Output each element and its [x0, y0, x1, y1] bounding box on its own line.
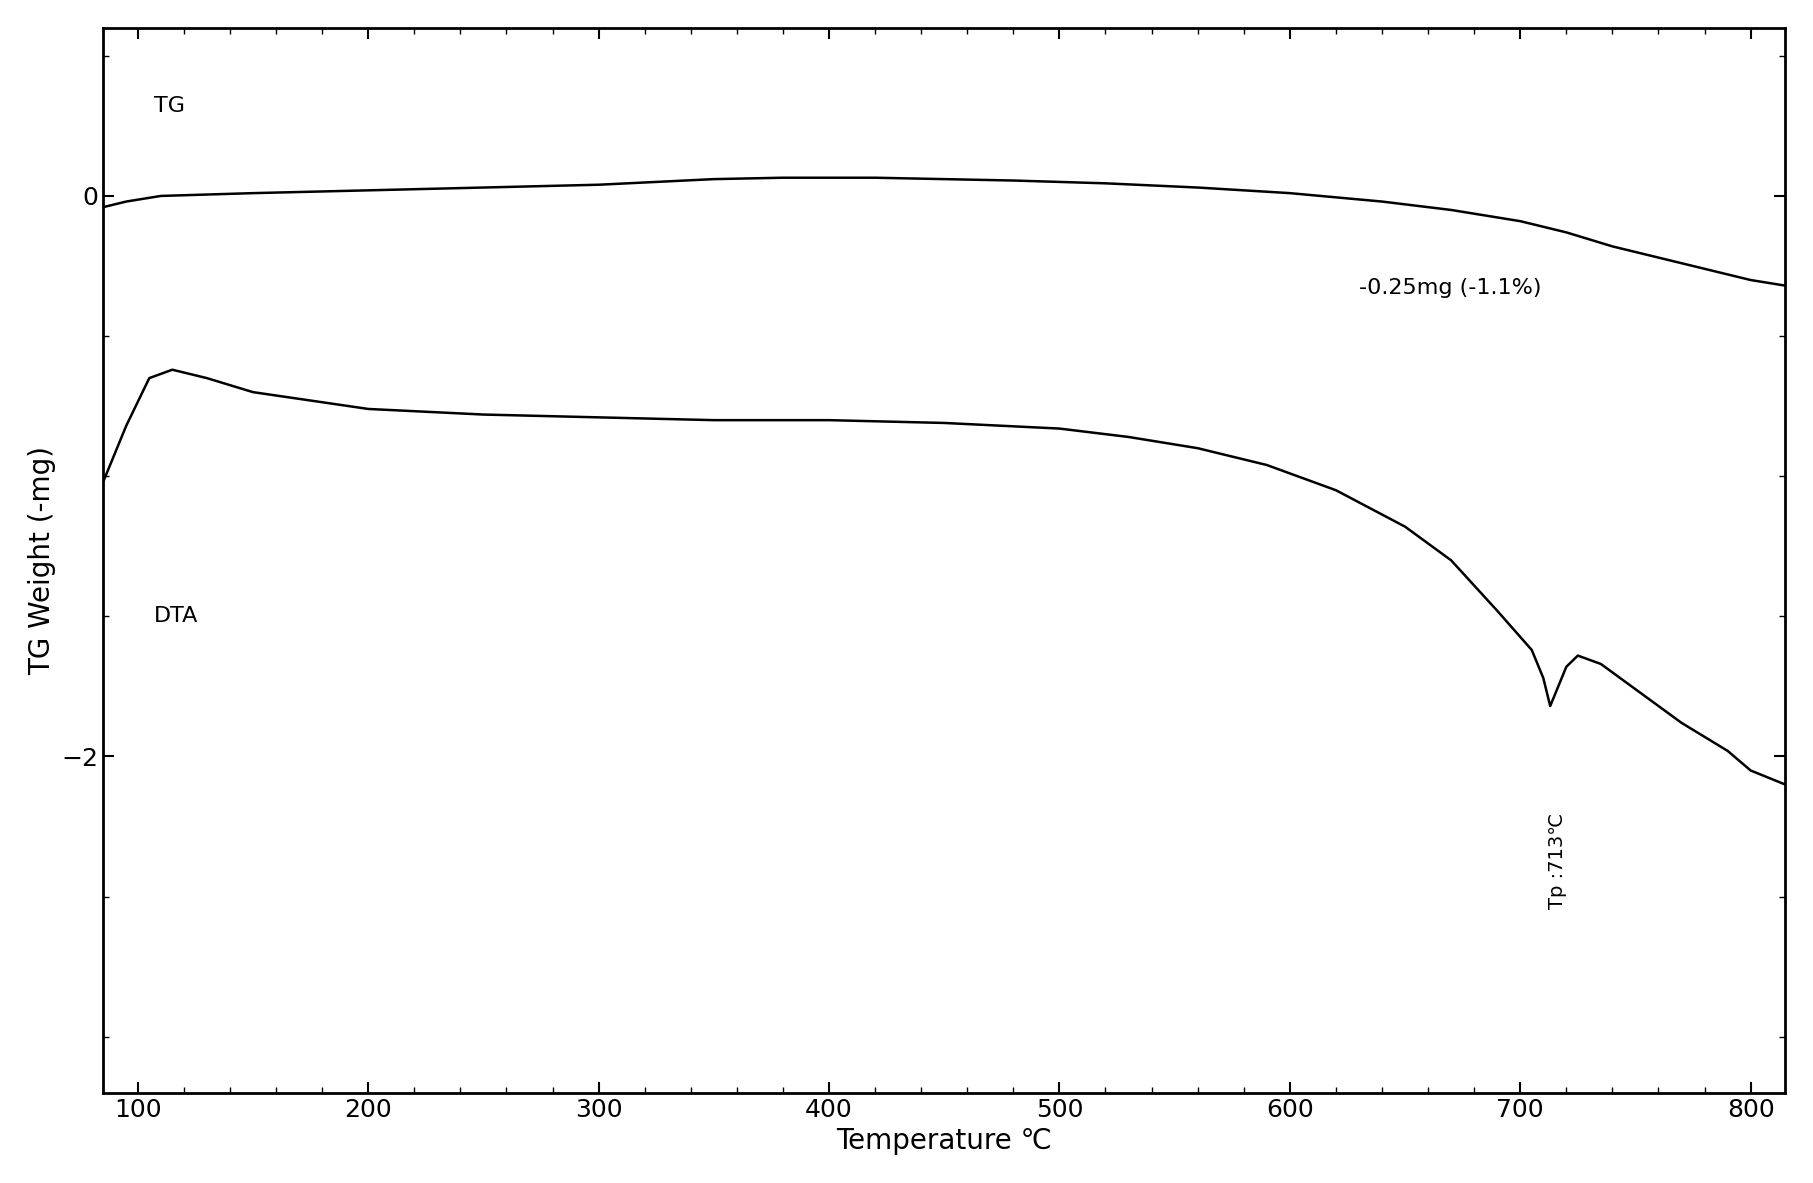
X-axis label: Temperature ℃: Temperature ℃: [836, 1127, 1052, 1156]
Text: TG: TG: [154, 96, 185, 116]
Text: Tp :713℃: Tp :713℃: [1548, 813, 1566, 909]
Y-axis label: TG Weight (-mg): TG Weight (-mg): [27, 446, 56, 674]
Text: DTA: DTA: [154, 606, 198, 626]
Text: -0.25mg (-1.1%): -0.25mg (-1.1%): [1360, 278, 1541, 298]
